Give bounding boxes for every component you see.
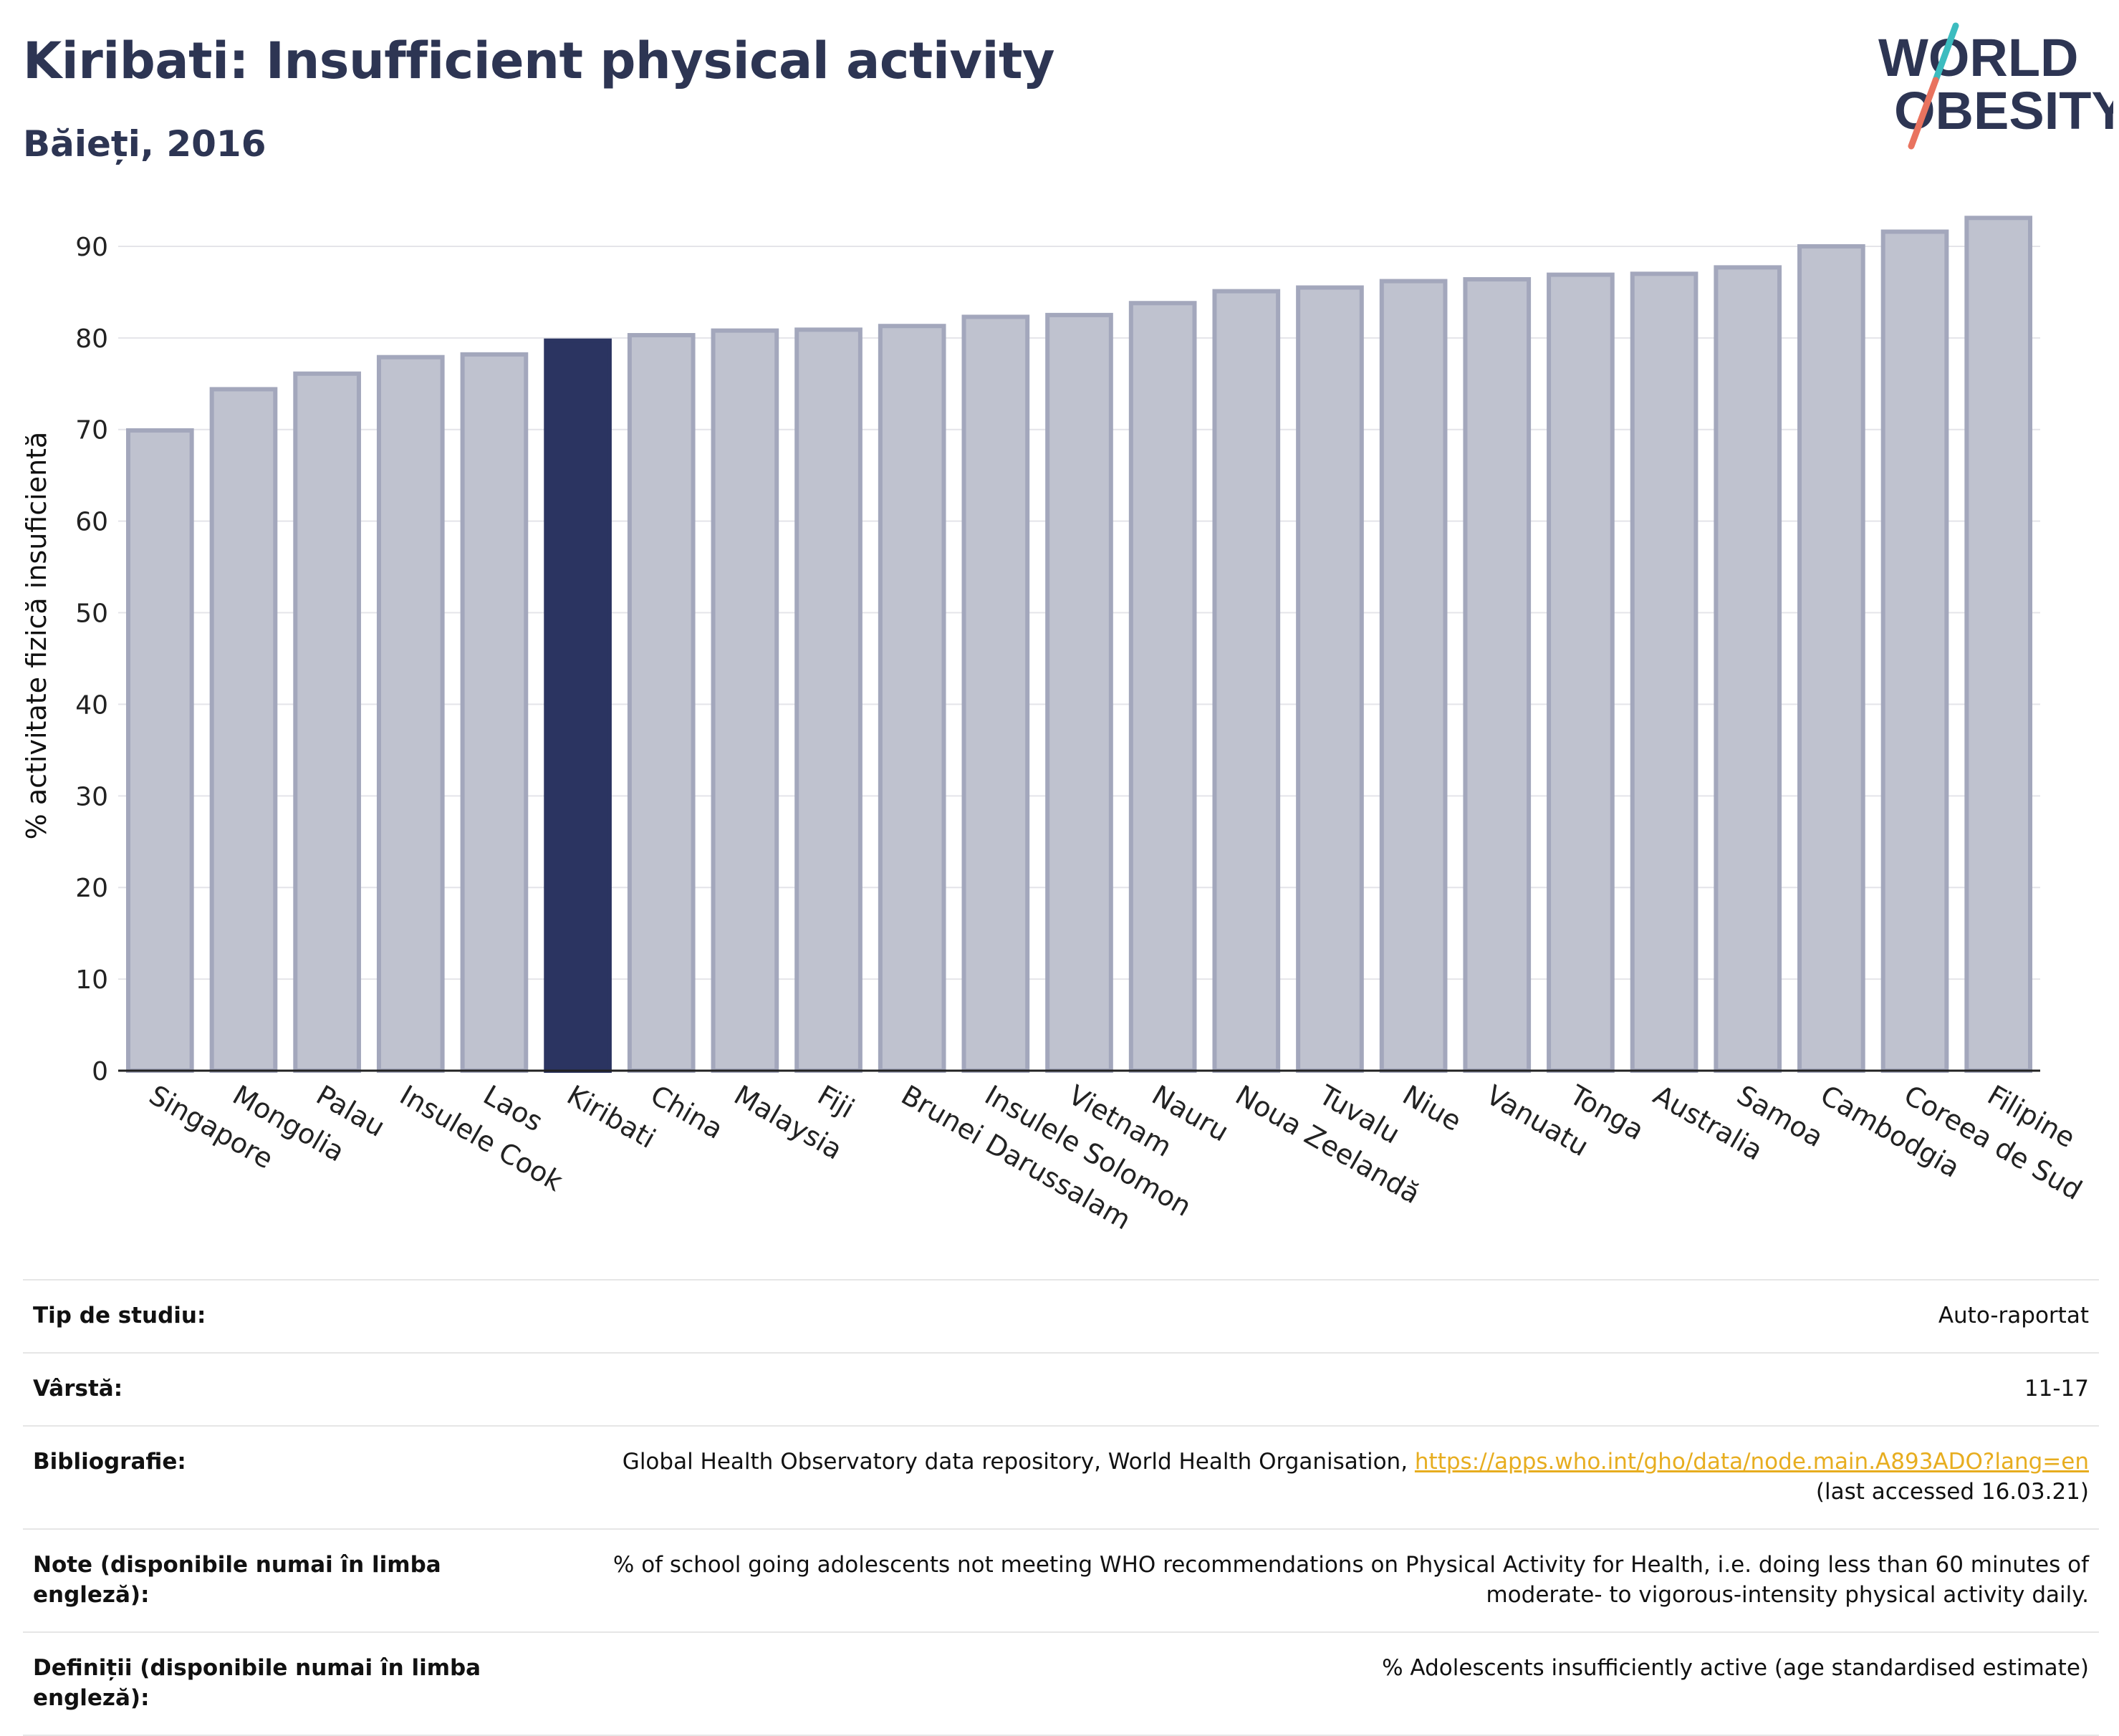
logo-slash-teal: [1932, 22, 1959, 84]
bar-malaysia: [711, 328, 779, 1074]
meta-value: % Adolescents insufficiently active (age…: [530, 1631, 2099, 1736]
x-tick-label: Niue: [1398, 1079, 1467, 1137]
logo-line-world: WORLD: [1878, 28, 2079, 87]
bar-palau: [293, 371, 361, 1073]
bar-cambodgia: [1797, 243, 1865, 1073]
bibliography-note: (last accessed 16.03.21): [1815, 1479, 2089, 1505]
bars: [125, 216, 2033, 1074]
y-tick-label: 30: [75, 782, 108, 811]
bibliography-link[interactable]: https://apps.who.int/gho/data/node.main.…: [1414, 1449, 2089, 1475]
y-tick-label: 0: [92, 1057, 108, 1086]
bar-tonga: [1547, 272, 1615, 1074]
bar-vanuatu: [1463, 276, 1532, 1073]
y-axis-title: % activitate fizică insuficientă: [21, 432, 52, 840]
y-tick-label: 20: [75, 874, 108, 903]
page-title: Kiribati: Insufficient physical activity: [23, 32, 1055, 90]
bar-nauru: [1128, 301, 1197, 1074]
bar-kiribati: [544, 338, 612, 1073]
meta-label: Vârstă:: [23, 1352, 530, 1426]
bar-insulele-solomon: [961, 314, 1030, 1074]
y-tick-label: 80: [75, 324, 108, 354]
meta-label: Note (disponibile numai în limba engleză…: [23, 1528, 530, 1632]
meta-label: Bibliografie:: [23, 1425, 530, 1529]
y-tick-label: 10: [75, 965, 108, 995]
x-tick-label: China: [645, 1079, 729, 1145]
y-axis-ticks: 0 10 20 30 40 50 60 70 80 90: [75, 233, 108, 1086]
meta-value: Global Health Observatory data repositor…: [530, 1425, 2099, 1529]
bar-filipine: [1964, 216, 2033, 1073]
x-tick-label: Fiji: [812, 1079, 860, 1124]
bar-mongolia: [209, 387, 278, 1074]
meta-label: Tip de studiu:: [23, 1279, 530, 1353]
meta-row-definitions: Definiții (disponibile numai în limba en…: [23, 1631, 2099, 1736]
bar-vietnam: [1045, 312, 1113, 1074]
y-tick-label: 40: [75, 690, 108, 720]
y-tick-label: 50: [75, 599, 108, 629]
bar-singapore: [125, 428, 194, 1073]
bar-brunei-darussalam: [878, 324, 946, 1073]
bar-tuvalu: [1296, 285, 1364, 1073]
logo-slash-coral: [1908, 77, 1939, 150]
page-subtitle: Băieți, 2016: [23, 123, 266, 165]
x-tick-label: Insulele Cook: [395, 1079, 568, 1197]
bar-chart: 0 10 20 30 40 50 60 70 80 90 SingaporeMongoliaPal…: [21, 216, 2087, 1236]
bibliography-text: Global Health Observatory data repositor…: [622, 1449, 1415, 1475]
y-tick-label: 90: [75, 233, 108, 262]
meta-value: Auto-raportat: [530, 1279, 2099, 1353]
meta-label: Definiții (disponibile numai în limba en…: [23, 1631, 530, 1736]
bar-china: [627, 333, 696, 1074]
bar-noua-zeeland-: [1212, 289, 1281, 1073]
meta-value: % of school going adolescents not meetin…: [530, 1528, 2099, 1632]
meta-value: 11-17: [530, 1352, 2099, 1426]
bar-insulele-cook: [376, 355, 445, 1073]
meta-row-age: Vârstă: 11-17: [23, 1352, 2099, 1426]
bar-laos: [460, 352, 529, 1073]
x-tick-label: Kiribati: [562, 1079, 661, 1154]
bar-niue: [1379, 279, 1448, 1074]
y-tick-label: 60: [75, 508, 108, 537]
meta-row-study-type: Tip de studiu: Auto-raportat: [23, 1279, 2099, 1353]
meta-row-bibliography: Bibliografie: Global Health Observatory …: [23, 1425, 2099, 1529]
world-obesity-logo: WORLD OBESITY: [1878, 22, 2113, 150]
y-tick-label: 70: [75, 416, 108, 445]
bar-australia: [1630, 271, 1698, 1073]
bar-fiji: [794, 327, 863, 1074]
bar-samoa: [1714, 265, 1782, 1073]
bar-coreea-de-sud: [1880, 229, 1949, 1073]
metadata-table: Tip de studiu: Auto-raportat Vârstă: 11-…: [23, 1279, 2099, 1736]
meta-row-notes: Note (disponibile numai în limba engleză…: [23, 1528, 2099, 1632]
